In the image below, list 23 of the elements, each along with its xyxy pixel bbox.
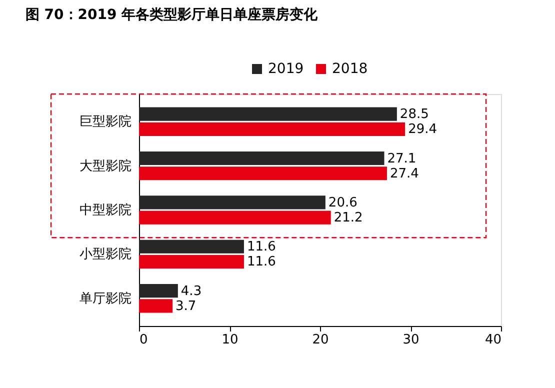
data-label: 4.3 — [180, 284, 202, 299]
y-tick-label: 单厅影院 — [80, 291, 132, 306]
data-label: 29.4 — [408, 122, 438, 138]
y-tick-label: 中型影院 — [80, 203, 132, 218]
legend-label: 2019 — [268, 61, 304, 77]
data-label: 28.5 — [400, 107, 429, 122]
y-tick-label: 大型影院 — [80, 158, 132, 174]
data-label: 27.4 — [390, 166, 419, 182]
data-label: 11.6 — [246, 254, 276, 270]
x-tick-label: 40 — [484, 332, 502, 348]
data-label: 27.1 — [387, 151, 416, 166]
data-label: 3.7 — [175, 298, 196, 314]
chart-title: 图 70：2019 年各类型影厅单日单座票房变化 — [25, 6, 319, 23]
x-tick-label: 0 — [140, 332, 148, 348]
x-tick-label: 30 — [402, 332, 420, 348]
data-label: 20.6 — [328, 195, 358, 210]
x-tick-label: 20 — [312, 332, 329, 348]
y-tick-label: 小型影院 — [80, 247, 132, 262]
data-label: 11.6 — [246, 240, 276, 255]
legend-label: 2018 — [332, 61, 368, 77]
x-tick-label: 10 — [222, 332, 238, 348]
y-tick-label: 巨型影院 — [80, 114, 132, 130]
data-label: 21.2 — [334, 210, 363, 226]
